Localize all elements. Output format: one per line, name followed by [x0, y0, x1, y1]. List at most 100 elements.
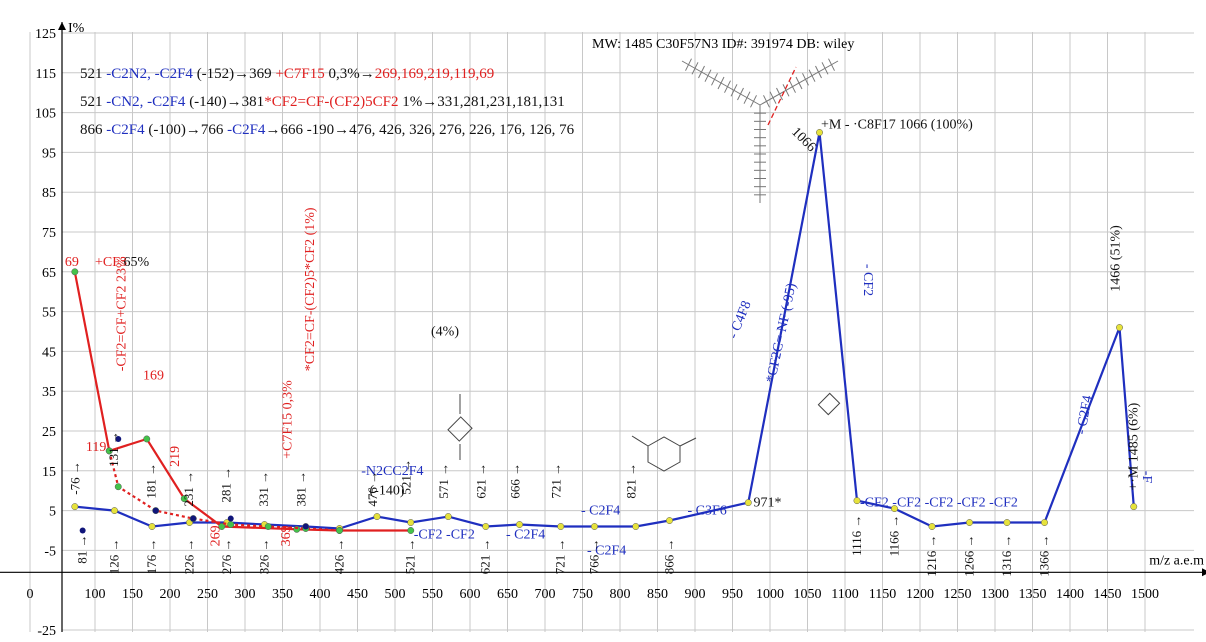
peak-label: 866 → — [662, 538, 677, 574]
hatch-mark — [685, 58, 692, 71]
annotation: 69 — [65, 255, 79, 270]
annotation: -CF2 -CF2 -CF2 -CF2 -CF2 — [860, 496, 1018, 511]
y-tick-label: 35 — [42, 385, 56, 400]
peak-label: 521 → — [399, 459, 414, 495]
annotation: (-140) — [370, 484, 405, 499]
header-line-3: 866 -C2F4 (-100)→766 -C2F4→666 -190→476,… — [80, 122, 575, 138]
x-tick-label: 200 — [160, 587, 181, 602]
hatch-mark — [750, 95, 757, 108]
data-point — [143, 435, 151, 443]
data-point — [373, 513, 381, 521]
annotation: - C3F6 — [688, 504, 727, 519]
annotation: +M - ·C8F17 1066 (100%) — [821, 118, 973, 133]
peak-label: 276 → — [219, 538, 234, 574]
y-tick-label: 15 — [42, 465, 56, 480]
annotation: - CF2 — [860, 264, 875, 296]
hatch-mark — [691, 62, 699, 75]
series-line-3 — [108, 450, 340, 532]
annotation: 269 — [209, 525, 224, 546]
data-point — [966, 519, 973, 526]
hatch-mark — [828, 58, 835, 71]
annotation: *CF2=CF-(CF2)5*CF2 (1%) — [303, 207, 318, 371]
x-tick-label: 700 — [535, 587, 556, 602]
header-segment: -C2N2, -C2F4 — [106, 66, 193, 82]
x-tick-label: 750 — [572, 587, 593, 602]
header-segment: (-152)→369 — [193, 66, 276, 82]
x-tick-label: 550 — [422, 587, 443, 602]
peak-label: 381 → — [294, 471, 309, 507]
hatch-mark — [776, 87, 783, 101]
y-tick-label: 115 — [36, 67, 56, 82]
hatch-mark — [795, 76, 803, 90]
x-tick-label: 100 — [85, 587, 106, 602]
minor-ion-marker — [152, 507, 159, 514]
hatch-mark — [763, 95, 770, 108]
peak-label: 476 → — [365, 471, 380, 507]
molecule-structure-image — [681, 58, 839, 203]
data-point — [407, 519, 415, 526]
hatch-mark — [737, 87, 744, 101]
ring-structure-image — [447, 392, 841, 472]
y-tick-label: 75 — [42, 226, 56, 241]
peak-label: 181 → — [144, 463, 159, 499]
minor-ion-marker — [190, 515, 197, 522]
annotation: - C4F8 — [726, 299, 755, 341]
x-tick-label: 450 — [347, 587, 368, 602]
header-line-2: 521 -CN2, -C2F4 (-140)→381*CF2=CF-(CF2)5… — [80, 94, 565, 110]
header-segment: 521 — [80, 66, 106, 82]
header-segment: *CF2=CF-(CF2)5CF2 — [264, 94, 398, 110]
data-point — [1003, 519, 1011, 526]
x-tick-label: 1050 — [794, 587, 822, 602]
peak-label: 1366 → — [1037, 534, 1052, 576]
data-point — [557, 523, 565, 530]
annotation: 369 — [279, 525, 294, 546]
hatch-mark — [769, 91, 777, 104]
x-tick-label: 900 — [685, 587, 706, 602]
x-tick-label: 300 — [235, 587, 256, 602]
data-point — [632, 523, 640, 530]
data-point — [816, 129, 823, 136]
data-point — [148, 523, 156, 530]
hatch-mark — [704, 69, 712, 82]
x-axis-arrow — [1202, 568, 1206, 577]
peak-label: 326 → — [257, 538, 272, 574]
x-tick-label: 400 — [310, 587, 331, 602]
header-segment: -CN2, -C2F4 — [106, 94, 186, 110]
annotation: -CF2 -CF2 — [414, 527, 475, 542]
header-segment: -C2F4 — [227, 122, 266, 138]
x-tick-label: 800 — [610, 587, 631, 602]
axes — [0, 22, 1206, 632]
data-point — [105, 447, 113, 455]
x-tick-label: 1350 — [1019, 587, 1047, 602]
peak-label: 1216 → — [924, 534, 939, 576]
peak-label: 131 → — [106, 431, 121, 467]
data-point — [1041, 519, 1048, 526]
hatch-mark — [730, 84, 738, 97]
data-point — [227, 521, 235, 528]
annotation: - C2F4 — [506, 527, 545, 542]
peak-label: 766 → — [587, 538, 602, 574]
x-tick-label: 650 — [497, 587, 518, 602]
data-point — [891, 505, 898, 513]
annotation: 219 — [168, 446, 183, 467]
data-point — [444, 513, 452, 521]
hatch-mark — [743, 91, 751, 104]
annotation: 169 — [143, 368, 164, 383]
annotation: - C2F4 — [1074, 394, 1096, 435]
peak-label: 176 → — [144, 538, 159, 574]
annotation: 1466 (51%) — [1109, 225, 1124, 292]
peak-label: 521 → — [403, 538, 418, 574]
y-tick-label: 55 — [42, 306, 56, 321]
annotation: - C2F4 — [581, 504, 620, 519]
x-tick-label: 0 — [27, 587, 34, 602]
x-tick-label: 950 — [722, 587, 743, 602]
x-tick-label: 1100 — [831, 587, 858, 602]
hatch-mark — [821, 62, 829, 75]
x-tick-label: 250 — [197, 587, 218, 602]
peak-label: 821 → — [624, 463, 639, 499]
annotation: -N2CC2F4 — [361, 464, 423, 479]
x-tick-label: 850 — [647, 587, 668, 602]
header-line-1: 521 -C2N2, -C2F4 (-152)→369 +C7F15 0,3%→… — [80, 66, 494, 82]
header-segment: (-140)→381 — [185, 94, 264, 110]
x-tick-label: 1150 — [869, 587, 896, 602]
